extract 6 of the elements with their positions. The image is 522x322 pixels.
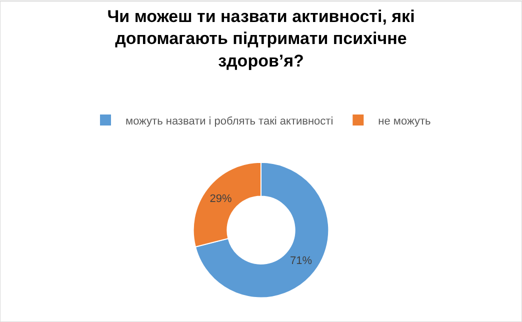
chart-title: Чи можеш ти назвати активності, які допомагають підтримати психічне здоров’я? [107,7,415,70]
data-label: 71% [290,255,312,268]
legend-label: можуть назвати і роблять такі активності [126,115,334,128]
legend-label: не можуть [378,115,431,128]
data-label: 29% [210,192,232,205]
donut-slice [194,162,330,298]
